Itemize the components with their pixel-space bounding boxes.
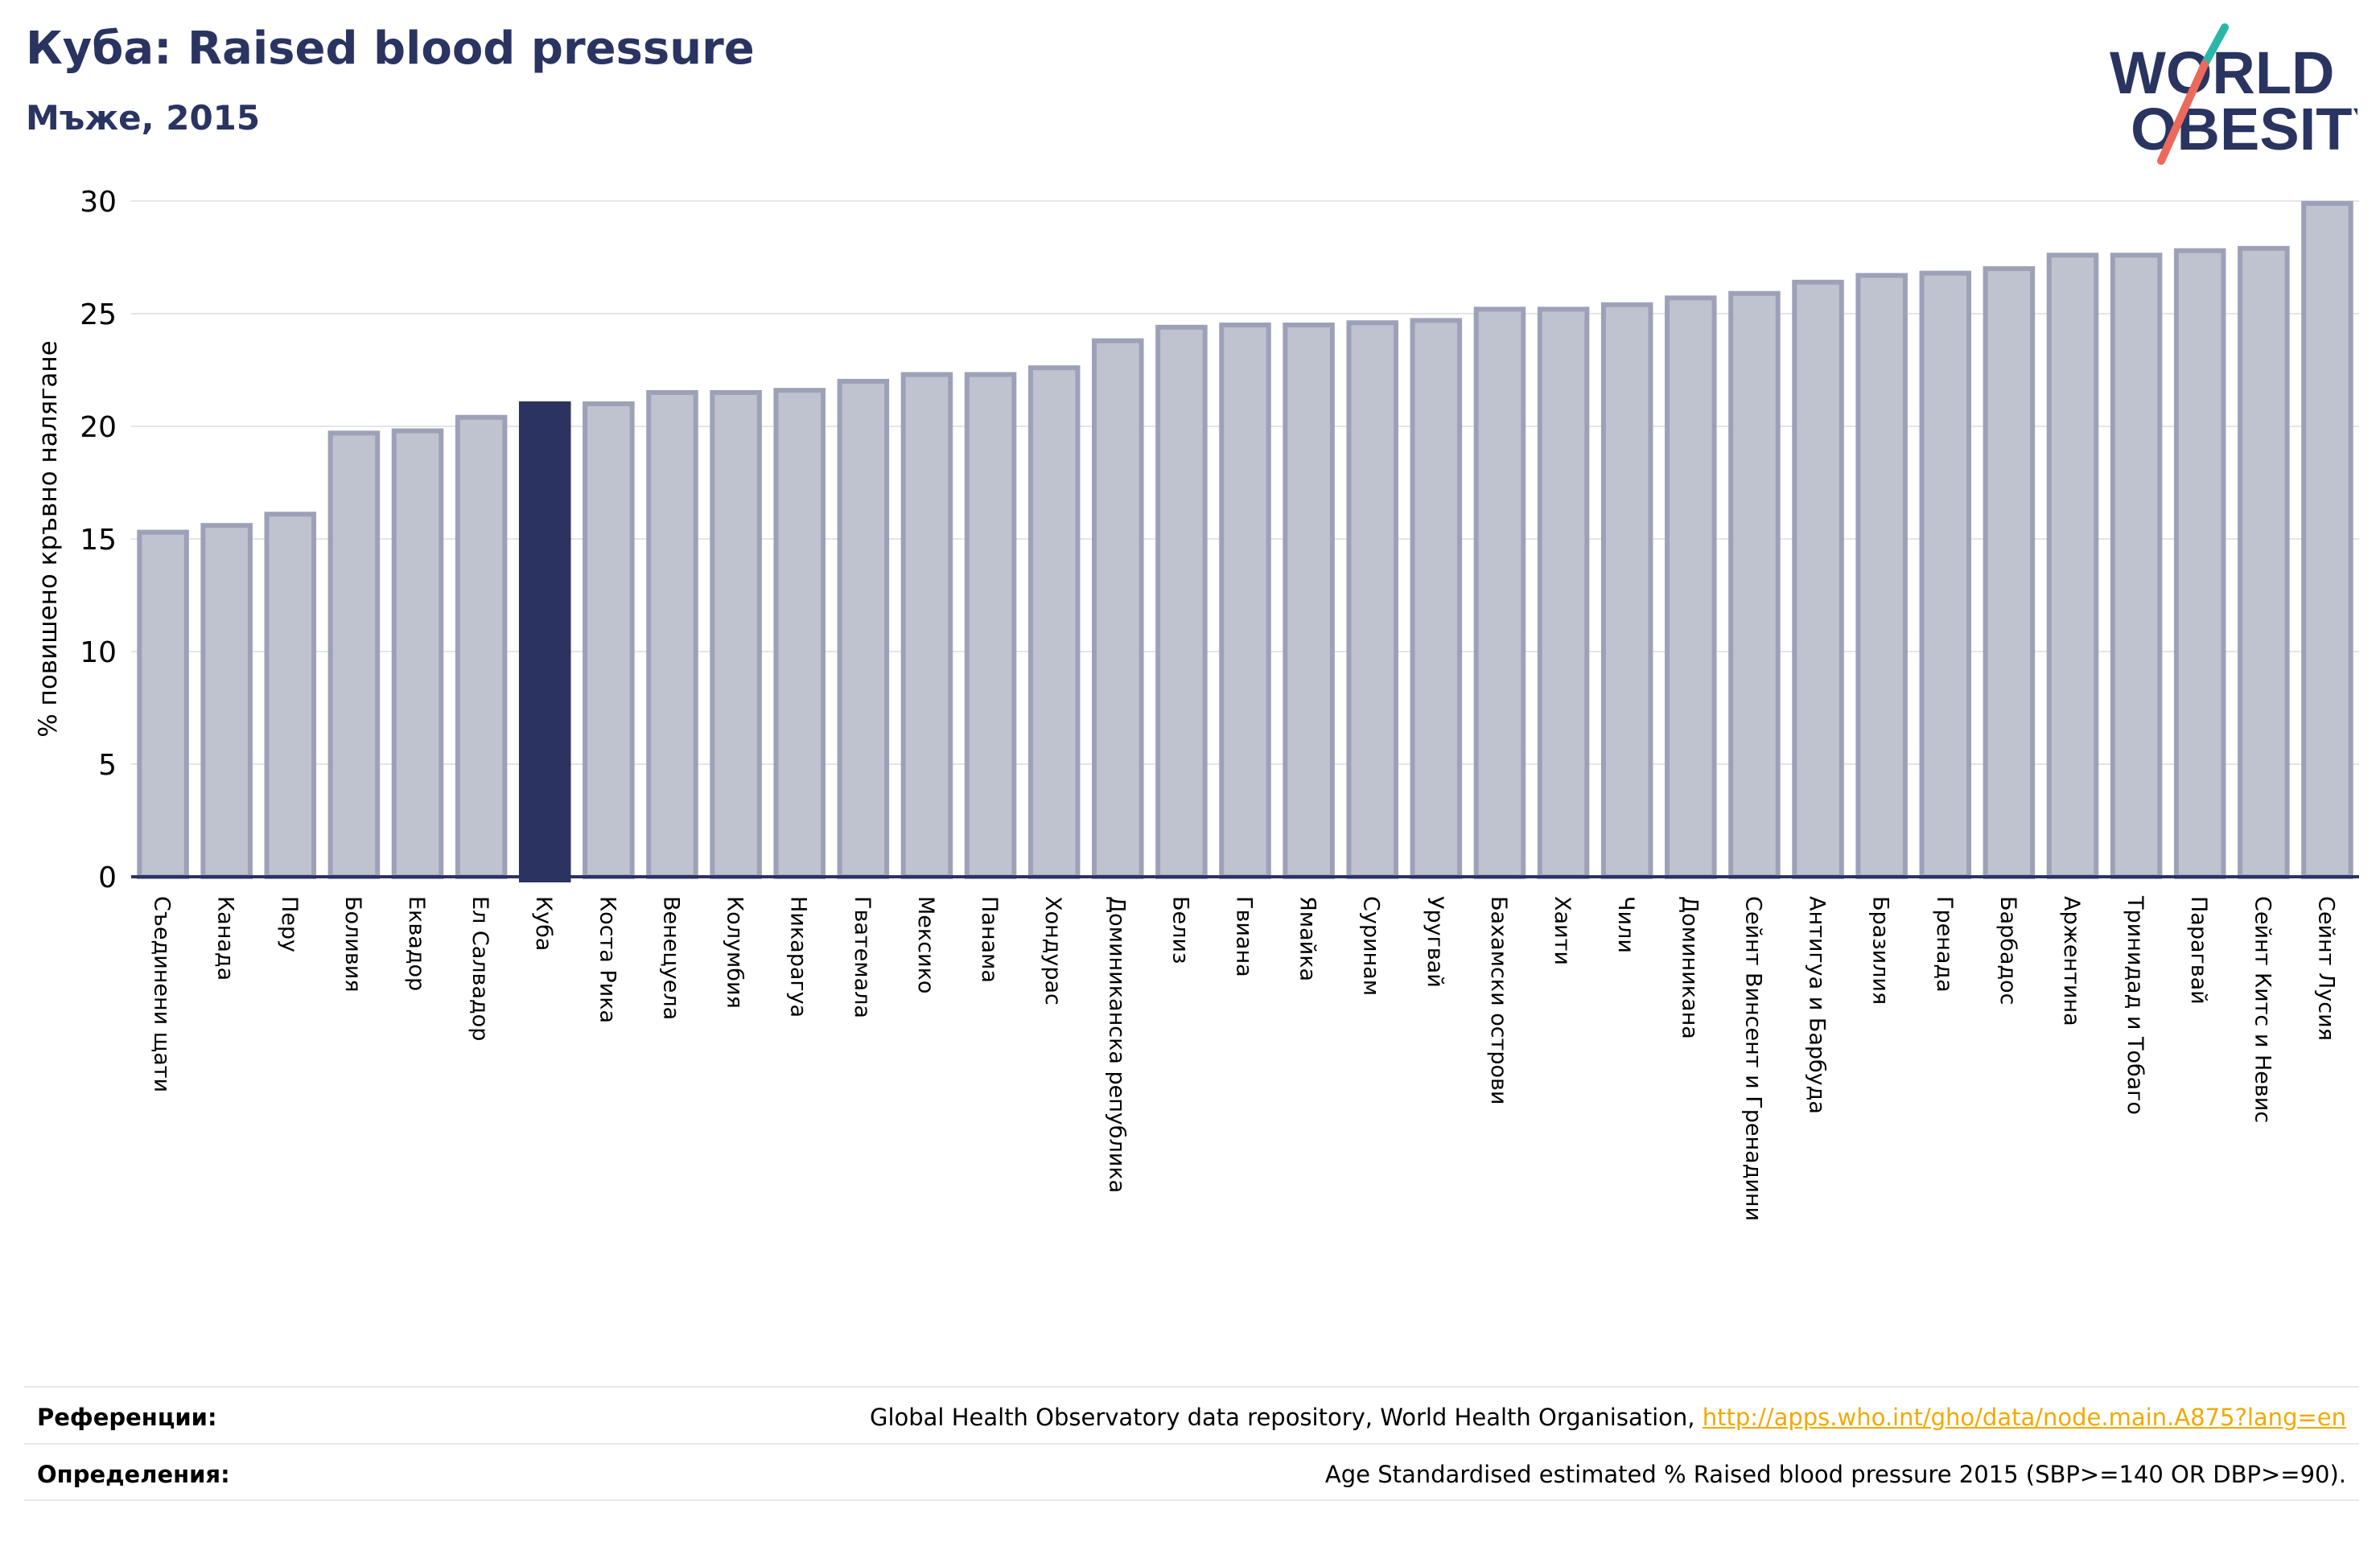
- x-tick-label: Аржентина: [2059, 896, 2084, 1026]
- references-value: Global Health Observatory data repositor…: [870, 1404, 2346, 1431]
- bar: [900, 372, 953, 880]
- logo-coral-stroke: [2157, 60, 2209, 165]
- bar: [1410, 318, 1463, 879]
- x-tick-label: Гвиана: [1232, 896, 1257, 977]
- y-tick-label: 5: [98, 749, 117, 782]
- x-tick-label: Барбадос: [1995, 896, 2020, 1005]
- bar: [2046, 253, 2099, 879]
- chart-subtitle: Мъже, 2015: [26, 98, 261, 138]
- bar: [1792, 279, 1844, 879]
- bar: [2238, 245, 2290, 879]
- bar: [2173, 248, 2226, 880]
- x-tick-label: Канада: [213, 896, 238, 981]
- x-tick-label: Перу: [277, 896, 302, 952]
- bar: [1283, 323, 1335, 879]
- x-tick-label: Бахамски острови: [1486, 896, 1511, 1104]
- y-tick-label: 15: [80, 524, 117, 557]
- x-tick-label: Никарагуа: [786, 896, 811, 1018]
- y-tick-label: 20: [80, 411, 117, 444]
- definitions-row: Определения: Age Standardised estimated …: [24, 1443, 2359, 1501]
- bar: [518, 401, 571, 882]
- x-tick-label: Антигуа и Барбуда: [1805, 896, 1830, 1114]
- bar: [1346, 320, 1399, 879]
- x-tick-label: Панама: [977, 896, 1002, 983]
- bar: [137, 529, 189, 879]
- bar: [1665, 295, 1717, 879]
- x-tick-label: Сейнт Винсент и Гренадини: [1740, 896, 1765, 1221]
- x-tick-label: Коста Рика: [595, 896, 620, 1023]
- bar: [773, 388, 826, 879]
- x-tick-label: Хаити: [1550, 896, 1575, 965]
- bar: [2301, 200, 2353, 880]
- x-tick-label: Уругвай: [1423, 896, 1447, 988]
- x-tick-label: Доминиканска република: [1104, 896, 1129, 1193]
- references-row: Референции: Global Health Observatory da…: [24, 1386, 2359, 1444]
- bar: [1983, 266, 2036, 879]
- bar: [1919, 270, 1972, 880]
- bar: [200, 523, 253, 879]
- bar: [1473, 306, 1526, 879]
- bar: [1219, 323, 1271, 879]
- x-tick-label: Колумбия: [723, 896, 747, 1009]
- x-tick-label: Еквадор: [404, 896, 429, 991]
- y-tick-label: 0: [98, 861, 117, 894]
- x-tick-label: Мексико: [913, 896, 938, 993]
- definitions-value: Age Standardised estimated % Raised bloo…: [1324, 1461, 2346, 1488]
- y-tick-label: 25: [80, 298, 117, 331]
- bar: [327, 430, 381, 879]
- x-tick-label: Боливия: [340, 896, 365, 993]
- bar: [1027, 365, 1081, 879]
- bar: [1155, 324, 1208, 879]
- x-tick-label: Венецуела: [658, 896, 683, 1020]
- x-tick-label: Доминикана: [1677, 896, 1702, 1039]
- x-tick-label: Чили: [1613, 896, 1638, 953]
- x-tick-label: Ел Салвадор: [467, 896, 492, 1041]
- bar: [837, 379, 890, 879]
- x-tick-label: Суринам: [1359, 896, 1384, 996]
- x-tick-label: Хондурас: [1040, 896, 1065, 1005]
- bar: [1728, 290, 1781, 879]
- x-tick-label: Съединени щати: [150, 896, 175, 1092]
- definitions-label: Определения:: [37, 1461, 230, 1488]
- x-tick-label: Парагвай: [2186, 896, 2211, 1005]
- bar: [264, 512, 317, 879]
- x-tick-label: Белиз: [1167, 896, 1192, 964]
- x-tick-label: Сейнт Китс и Невис: [2250, 896, 2275, 1123]
- bar: [1091, 338, 1144, 880]
- bar: [710, 390, 762, 879]
- logo-line-world: WORLD: [2110, 39, 2335, 106]
- bar: [391, 428, 444, 879]
- bar: [583, 401, 635, 879]
- bar: [455, 414, 508, 879]
- bar: [646, 390, 698, 879]
- x-tick-label: Гренада: [1932, 896, 1957, 993]
- bar: [2110, 253, 2163, 879]
- world-obesity-logo: WORLD OBESITY: [2110, 23, 2357, 165]
- bar: [1600, 302, 1653, 879]
- x-tick-label: Бразилия: [1868, 896, 1893, 1005]
- y-axis-label: % повишено кръвно налягане: [34, 340, 63, 738]
- references-link[interactable]: http://apps.who.int/gho/data/node.main.A…: [1702, 1404, 2346, 1431]
- y-tick-label: 10: [80, 636, 117, 669]
- x-tick-label: Сейнт Лусия: [2313, 896, 2338, 1041]
- bar: [1855, 273, 1908, 879]
- footer-divider: [24, 1499, 2359, 1501]
- references-label: Референции:: [37, 1404, 217, 1431]
- x-tick-label: Гватемала: [850, 896, 875, 1018]
- bar: [964, 372, 1017, 880]
- bar-chart: 0 5 10 15 20 25 30 % повишено кръвно налягане Съ…: [34, 186, 2359, 1221]
- references-text: Global Health Observatory data repositor…: [869, 1404, 1703, 1431]
- chart-title: Куба: Raised blood pressure: [26, 23, 755, 75]
- logo-teal-stroke: [2201, 23, 2229, 68]
- x-tick-label: Куба: [531, 896, 556, 951]
- y-tick-label: 30: [80, 186, 117, 219]
- x-tick-label: Ямайка: [1295, 896, 1320, 981]
- bar: [1537, 306, 1590, 879]
- x-tick-label: Тринидад и Тобаго: [2123, 895, 2147, 1115]
